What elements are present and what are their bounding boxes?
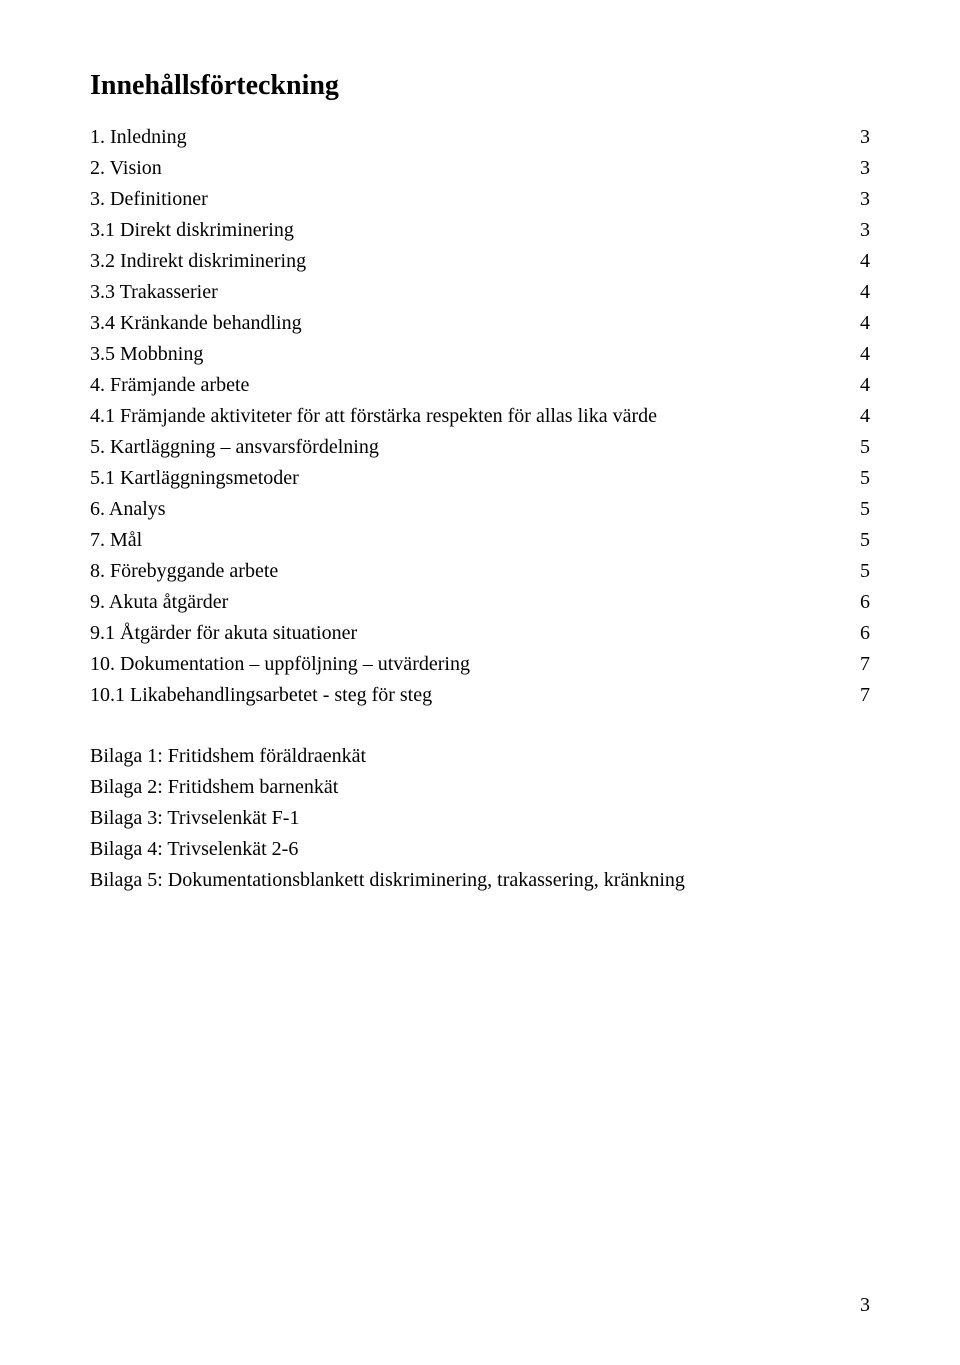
toc-label: 5. Kartläggning – ansvarsfördelning [90, 432, 379, 463]
toc-label: 5.1 Kartläggningsmetoder [90, 463, 299, 494]
toc-entry: 9. Akuta åtgärder 6 [90, 587, 870, 618]
toc-label: 9.1 Åtgärder för akuta situationer [90, 618, 357, 649]
toc-entry: 2. Vision 3 [90, 153, 870, 184]
toc-page: 5 [858, 432, 870, 463]
toc-label: 3.3 Trakasserier [90, 277, 218, 308]
toc-label: 10.1 Likabehandlingsarbetet - steg för s… [90, 680, 432, 711]
toc-label: 10. Dokumentation – uppföljning – utvärd… [90, 649, 470, 680]
toc-page: 4 [858, 277, 870, 308]
page-title: Innehållsförteckning [90, 70, 870, 102]
toc-label: 4.1 Främjande aktiviteter för att förstä… [90, 401, 657, 432]
toc-label: 2. Vision [90, 153, 162, 184]
toc-label: 9. Akuta åtgärder [90, 587, 228, 618]
toc-entry: 3.5 Mobbning 4 [90, 339, 870, 370]
toc-page: 4 [858, 370, 870, 401]
toc-page: 4 [858, 339, 870, 370]
toc-page: 5 [858, 494, 870, 525]
page-number: 3 [860, 1294, 870, 1317]
toc-label: 4. Främjande arbete [90, 370, 249, 401]
appendix-line: Bilaga 1: Fritidshem föräldraenkät [90, 741, 870, 772]
toc-page: 4 [858, 308, 870, 339]
toc-label: 3.4 Kränkande behandling [90, 308, 302, 339]
toc-page: 3 [858, 122, 870, 153]
toc-entry: 4.1 Främjande aktiviteter för att förstä… [90, 401, 870, 432]
appendix-line: Bilaga 2: Fritidshem barnenkät [90, 772, 870, 803]
toc-page: 3 [858, 153, 870, 184]
toc-label: 3. Definitioner [90, 184, 208, 215]
toc-page: 3 [858, 215, 870, 246]
appendix-line: Bilaga 4: Trivselenkät 2-6 [90, 834, 870, 865]
toc-entry: 7. Mål 5 [90, 525, 870, 556]
toc-entry: 3.1 Direkt diskriminering 3 [90, 215, 870, 246]
toc-entry: 9.1 Åtgärder för akuta situationer 6 [90, 618, 870, 649]
toc-label: 3.2 Indirekt diskriminering [90, 246, 306, 277]
toc-block: 1. Inledning 3 2. Vision 3 3. Definition… [90, 122, 870, 711]
toc-label: 3.1 Direkt diskriminering [90, 215, 294, 246]
toc-page: 7 [858, 649, 870, 680]
toc-entry: 5.1 Kartläggningsmetoder 5 [90, 463, 870, 494]
toc-page: 4 [858, 401, 870, 432]
toc-label: 8. Förebyggande arbete [90, 556, 278, 587]
toc-page: 3 [858, 184, 870, 215]
toc-page: 4 [858, 246, 870, 277]
toc-entry: 10.1 Likabehandlingsarbetet - steg för s… [90, 680, 870, 711]
toc-entry: 3. Definitioner 3 [90, 184, 870, 215]
toc-entry: 8. Förebyggande arbete 5 [90, 556, 870, 587]
toc-entry: 3.4 Kränkande behandling 4 [90, 308, 870, 339]
toc-entry: 10. Dokumentation – uppföljning – utvärd… [90, 649, 870, 680]
toc-entry: 5. Kartläggning – ansvarsfördelning 5 [90, 432, 870, 463]
toc-label: 7. Mål [90, 525, 142, 556]
toc-page: 5 [858, 556, 870, 587]
appendix-line: Bilaga 5: Dokumentationsblankett diskrim… [90, 865, 870, 896]
toc-entry: 3.3 Trakasserier 4 [90, 277, 870, 308]
toc-label: 6. Analys [90, 494, 166, 525]
toc-entry: 4. Främjande arbete 4 [90, 370, 870, 401]
toc-page: 7 [858, 680, 870, 711]
toc-entry: 1. Inledning 3 [90, 122, 870, 153]
toc-page: 6 [858, 587, 870, 618]
document-page: Innehållsförteckning 1. Inledning 3 2. V… [0, 0, 960, 1365]
toc-label: 1. Inledning [90, 122, 187, 153]
appendix-line: Bilaga 3: Trivselenkät F-1 [90, 803, 870, 834]
appendix-block: Bilaga 1: Fritidshem föräldraenkät Bilag… [90, 741, 870, 896]
toc-entry: 6. Analys 5 [90, 494, 870, 525]
toc-page: 5 [858, 525, 870, 556]
toc-page: 5 [858, 463, 870, 494]
toc-page: 6 [858, 618, 870, 649]
toc-entry: 3.2 Indirekt diskriminering 4 [90, 246, 870, 277]
toc-label: 3.5 Mobbning [90, 339, 203, 370]
